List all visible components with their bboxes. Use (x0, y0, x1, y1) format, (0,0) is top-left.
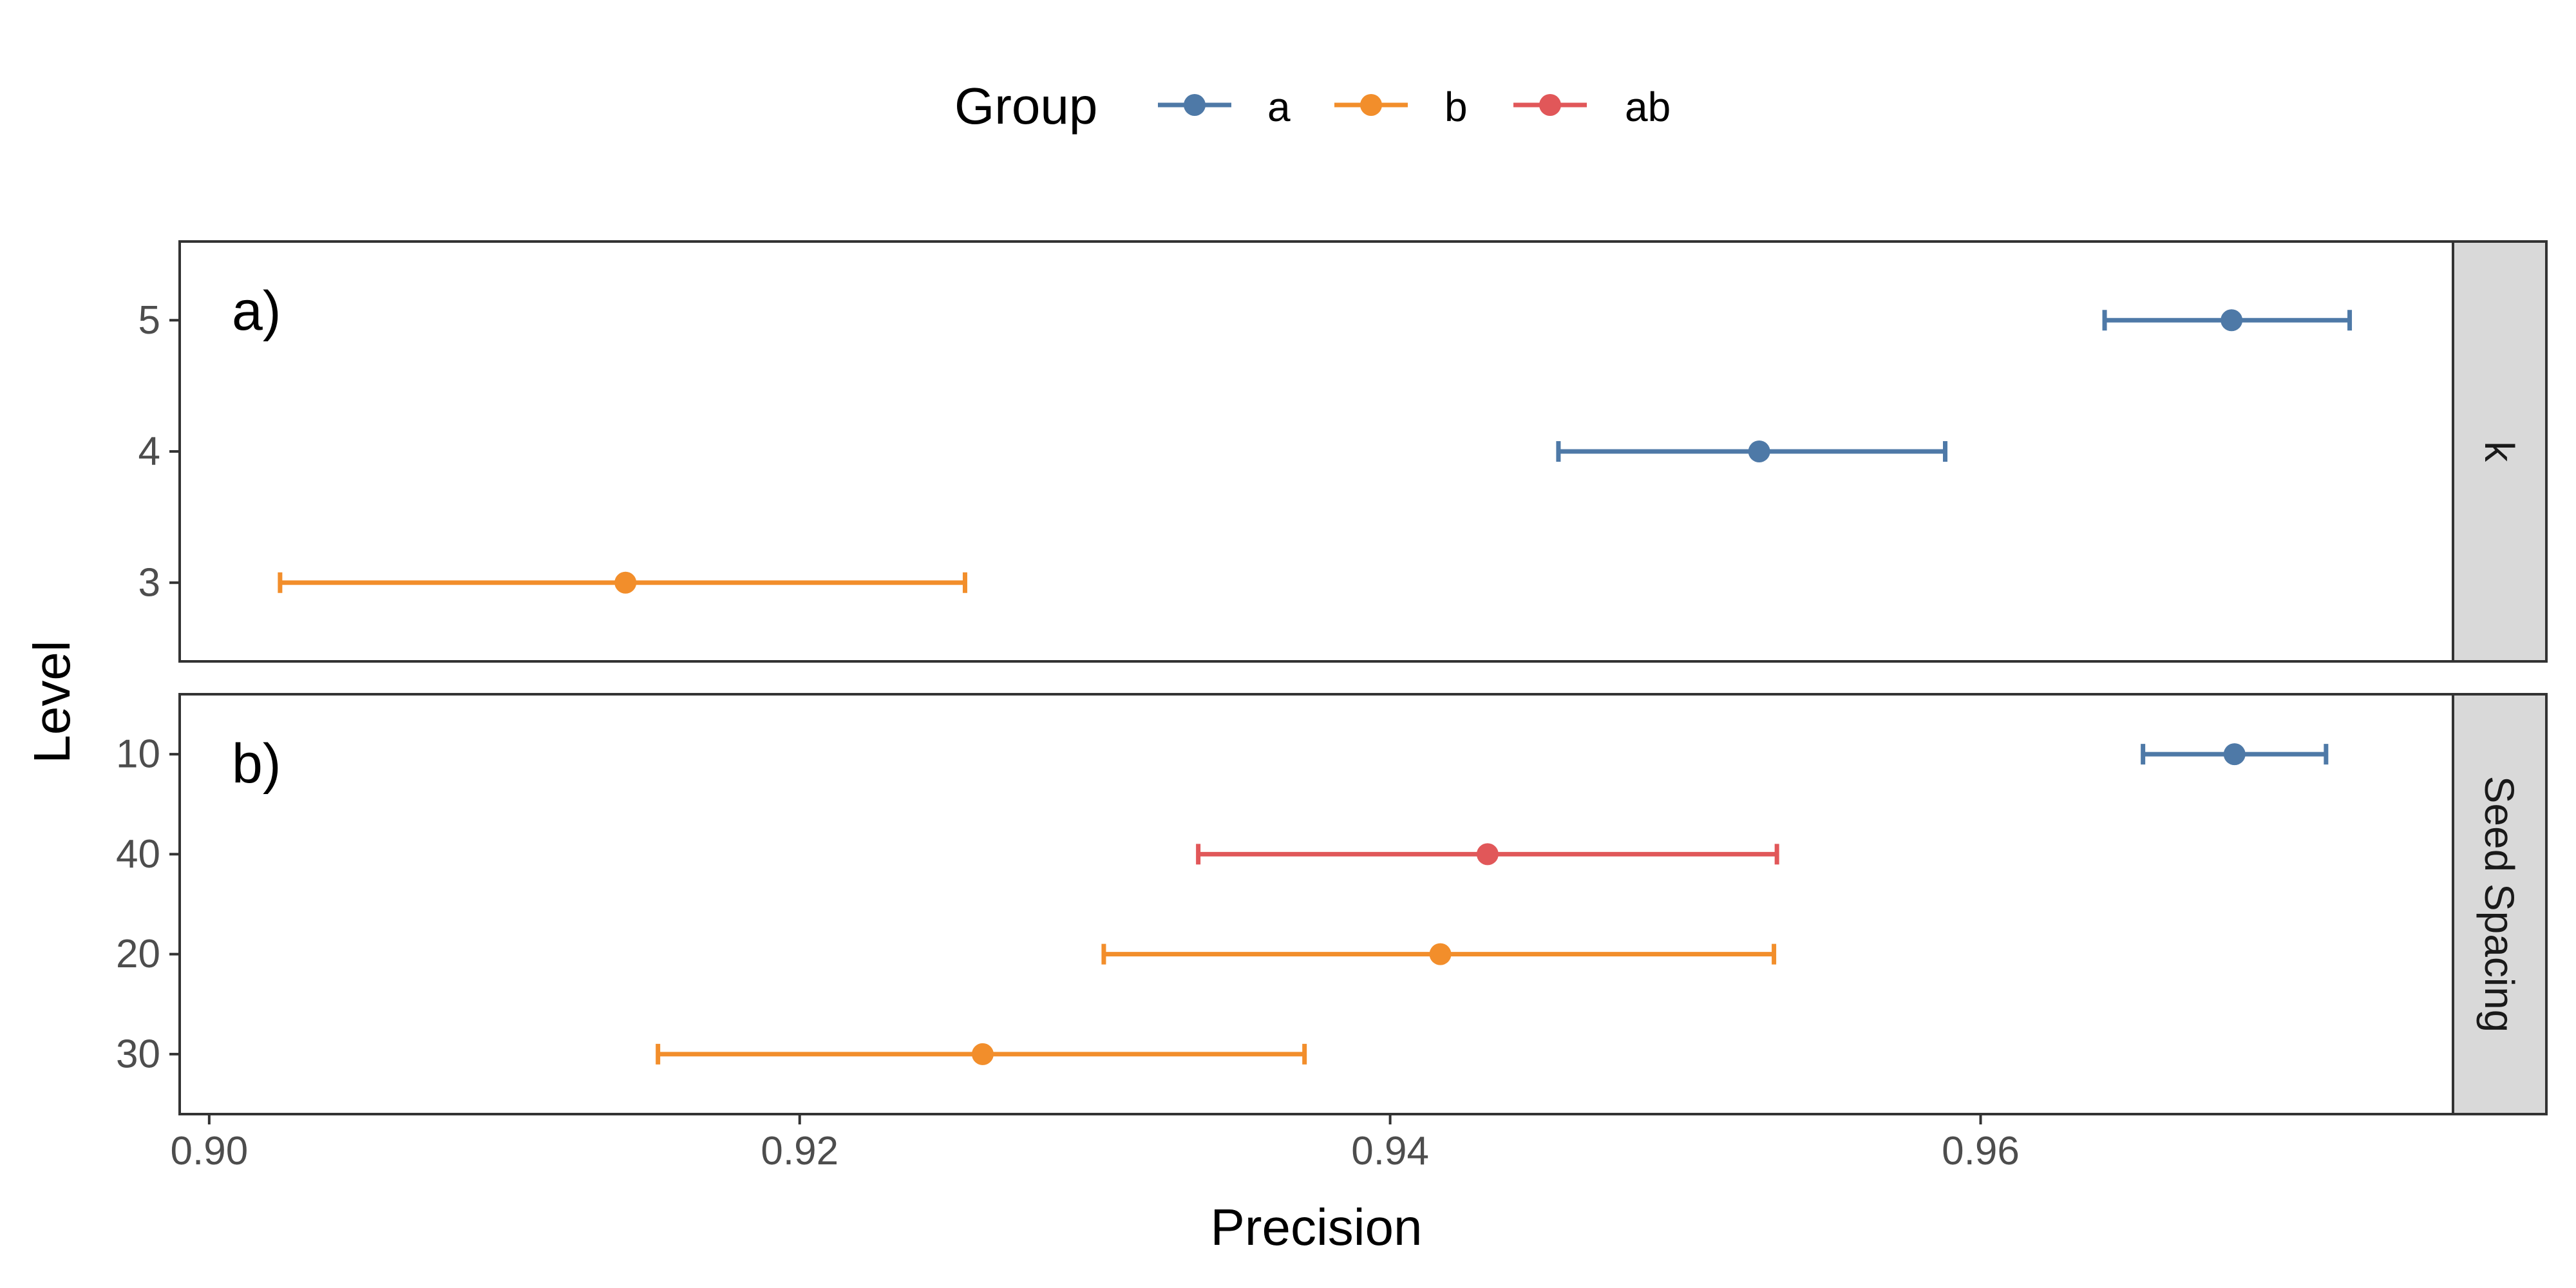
legend-label-b: b (1444, 84, 1468, 130)
panel-a-y-tick-label-5: 5 (138, 298, 160, 343)
panel-a-tag: a) (232, 280, 281, 342)
y-axis-title: Level (23, 640, 80, 763)
legend-entry-ab: ab (1513, 84, 1671, 130)
panel-a-frame (178, 240, 2454, 663)
x-tick-label-2: 0.94 (1351, 1129, 1429, 1173)
panel-b-point-20 (1429, 943, 1452, 965)
panel-a-point-5 (2221, 309, 2243, 332)
legend-key-dot-b (1360, 94, 1382, 116)
strip-a (2452, 240, 2548, 663)
legend-title: Group (954, 77, 1097, 135)
legend: Group a b ab (954, 77, 1671, 135)
panel-a-marks (278, 309, 2353, 594)
panel-b-y-tick-label-30: 30 (116, 1032, 160, 1076)
panel-b-frame (178, 693, 2454, 1115)
legend-entry-a: a (1158, 84, 1291, 130)
x-tick-label-0: 0.90 (171, 1129, 249, 1173)
panel-b-marks (656, 743, 2329, 1065)
panel-a-point-3 (614, 571, 637, 594)
strip-a-label: k (2476, 441, 2523, 462)
x-axis: 0.90 0.92 0.94 0.96 (171, 1114, 2020, 1173)
panel-a-y-tick-label-3: 3 (138, 560, 160, 605)
legend-key-dot-a (1184, 94, 1206, 116)
panel-b-point-10 (2223, 743, 2246, 766)
panel-b-point-40 (1476, 843, 1499, 866)
panel-b-y-axis: 10 40 20 30 (116, 732, 180, 1076)
x-axis-title: Precision (1210, 1198, 1422, 1256)
panel-b-y-tick-label-40: 40 (116, 832, 160, 876)
strip-b-label: Seed Spacing (2476, 776, 2523, 1033)
strip-b (2452, 693, 2548, 1115)
panel-b-y-tick-label-20: 20 (116, 932, 160, 976)
x-tick-label-1: 0.92 (761, 1129, 838, 1173)
x-tick-label-3: 0.96 (1942, 1129, 2020, 1173)
panel-a-y-axis: 5 4 3 (138, 298, 180, 605)
legend-label-a: a (1267, 84, 1291, 130)
panel-a-y-tick-label-4: 4 (138, 430, 160, 474)
legend-entry-b: b (1334, 84, 1468, 130)
panel-b-point-30 (971, 1043, 994, 1065)
legend-key-dot-ab (1539, 94, 1561, 116)
legend-label-ab: ab (1625, 84, 1671, 130)
panel-a-point-4 (1748, 440, 1770, 462)
panel-b-tag: b) (232, 733, 281, 795)
panel-b-y-tick-label-10: 10 (116, 732, 160, 777)
